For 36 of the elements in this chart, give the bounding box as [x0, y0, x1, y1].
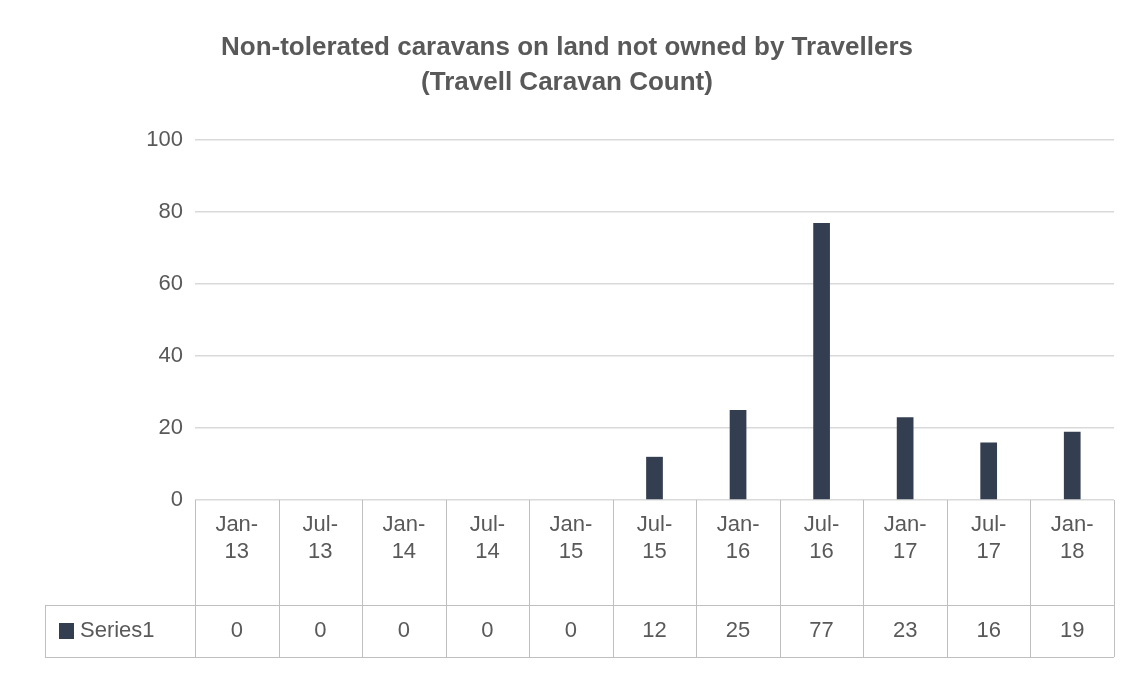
bar [729, 410, 747, 500]
data-label: 77 [809, 617, 834, 643]
data-label: 23 [892, 617, 918, 643]
x-tick-label: Jul-17 [970, 511, 1007, 563]
x-tick-label: Jul-14 [469, 511, 506, 563]
y-tick-label: 40 [158, 342, 183, 368]
data-label: 12 [642, 617, 667, 643]
bar [980, 442, 998, 500]
y-tick-label: 100 [146, 126, 183, 152]
x-tick-label: Jan-17 [883, 511, 927, 563]
x-tick-label: Jan-15 [549, 511, 593, 563]
bar [646, 456, 663, 500]
x-tick-label: Jan-18 [1050, 511, 1094, 563]
y-tick-label: 0 [170, 486, 183, 512]
y-tick-label: 80 [158, 198, 183, 224]
x-tick-label: Jul-13 [302, 511, 339, 563]
bar [813, 222, 830, 500]
x-tick-label: Jan-13 [215, 511, 259, 563]
data-label: 0 [314, 617, 327, 643]
x-tick-label: Jan-16 [716, 511, 760, 563]
chart-title: Non-tolerated caravans on land not owned by Travellers (Travell Caravan Count) [220, 30, 914, 96]
x-tick-label: Jul-15 [636, 511, 673, 563]
y-tick-label: 60 [158, 270, 183, 296]
x-tick-label: Jul-16 [803, 511, 840, 563]
bar [896, 417, 914, 500]
data-label: 0 [397, 617, 410, 643]
data-label: 25 [725, 617, 751, 643]
data-label: 16 [976, 617, 1001, 643]
bar [1063, 431, 1081, 500]
y-tick-label: 20 [158, 414, 183, 440]
data-label: 0 [481, 617, 494, 643]
legend-label: Series1 [80, 617, 155, 643]
data-label: 0 [230, 617, 243, 643]
x-tick-label: Jan-14 [382, 511, 426, 563]
data-label: 0 [564, 617, 578, 643]
data-label: 19 [1059, 617, 1085, 643]
